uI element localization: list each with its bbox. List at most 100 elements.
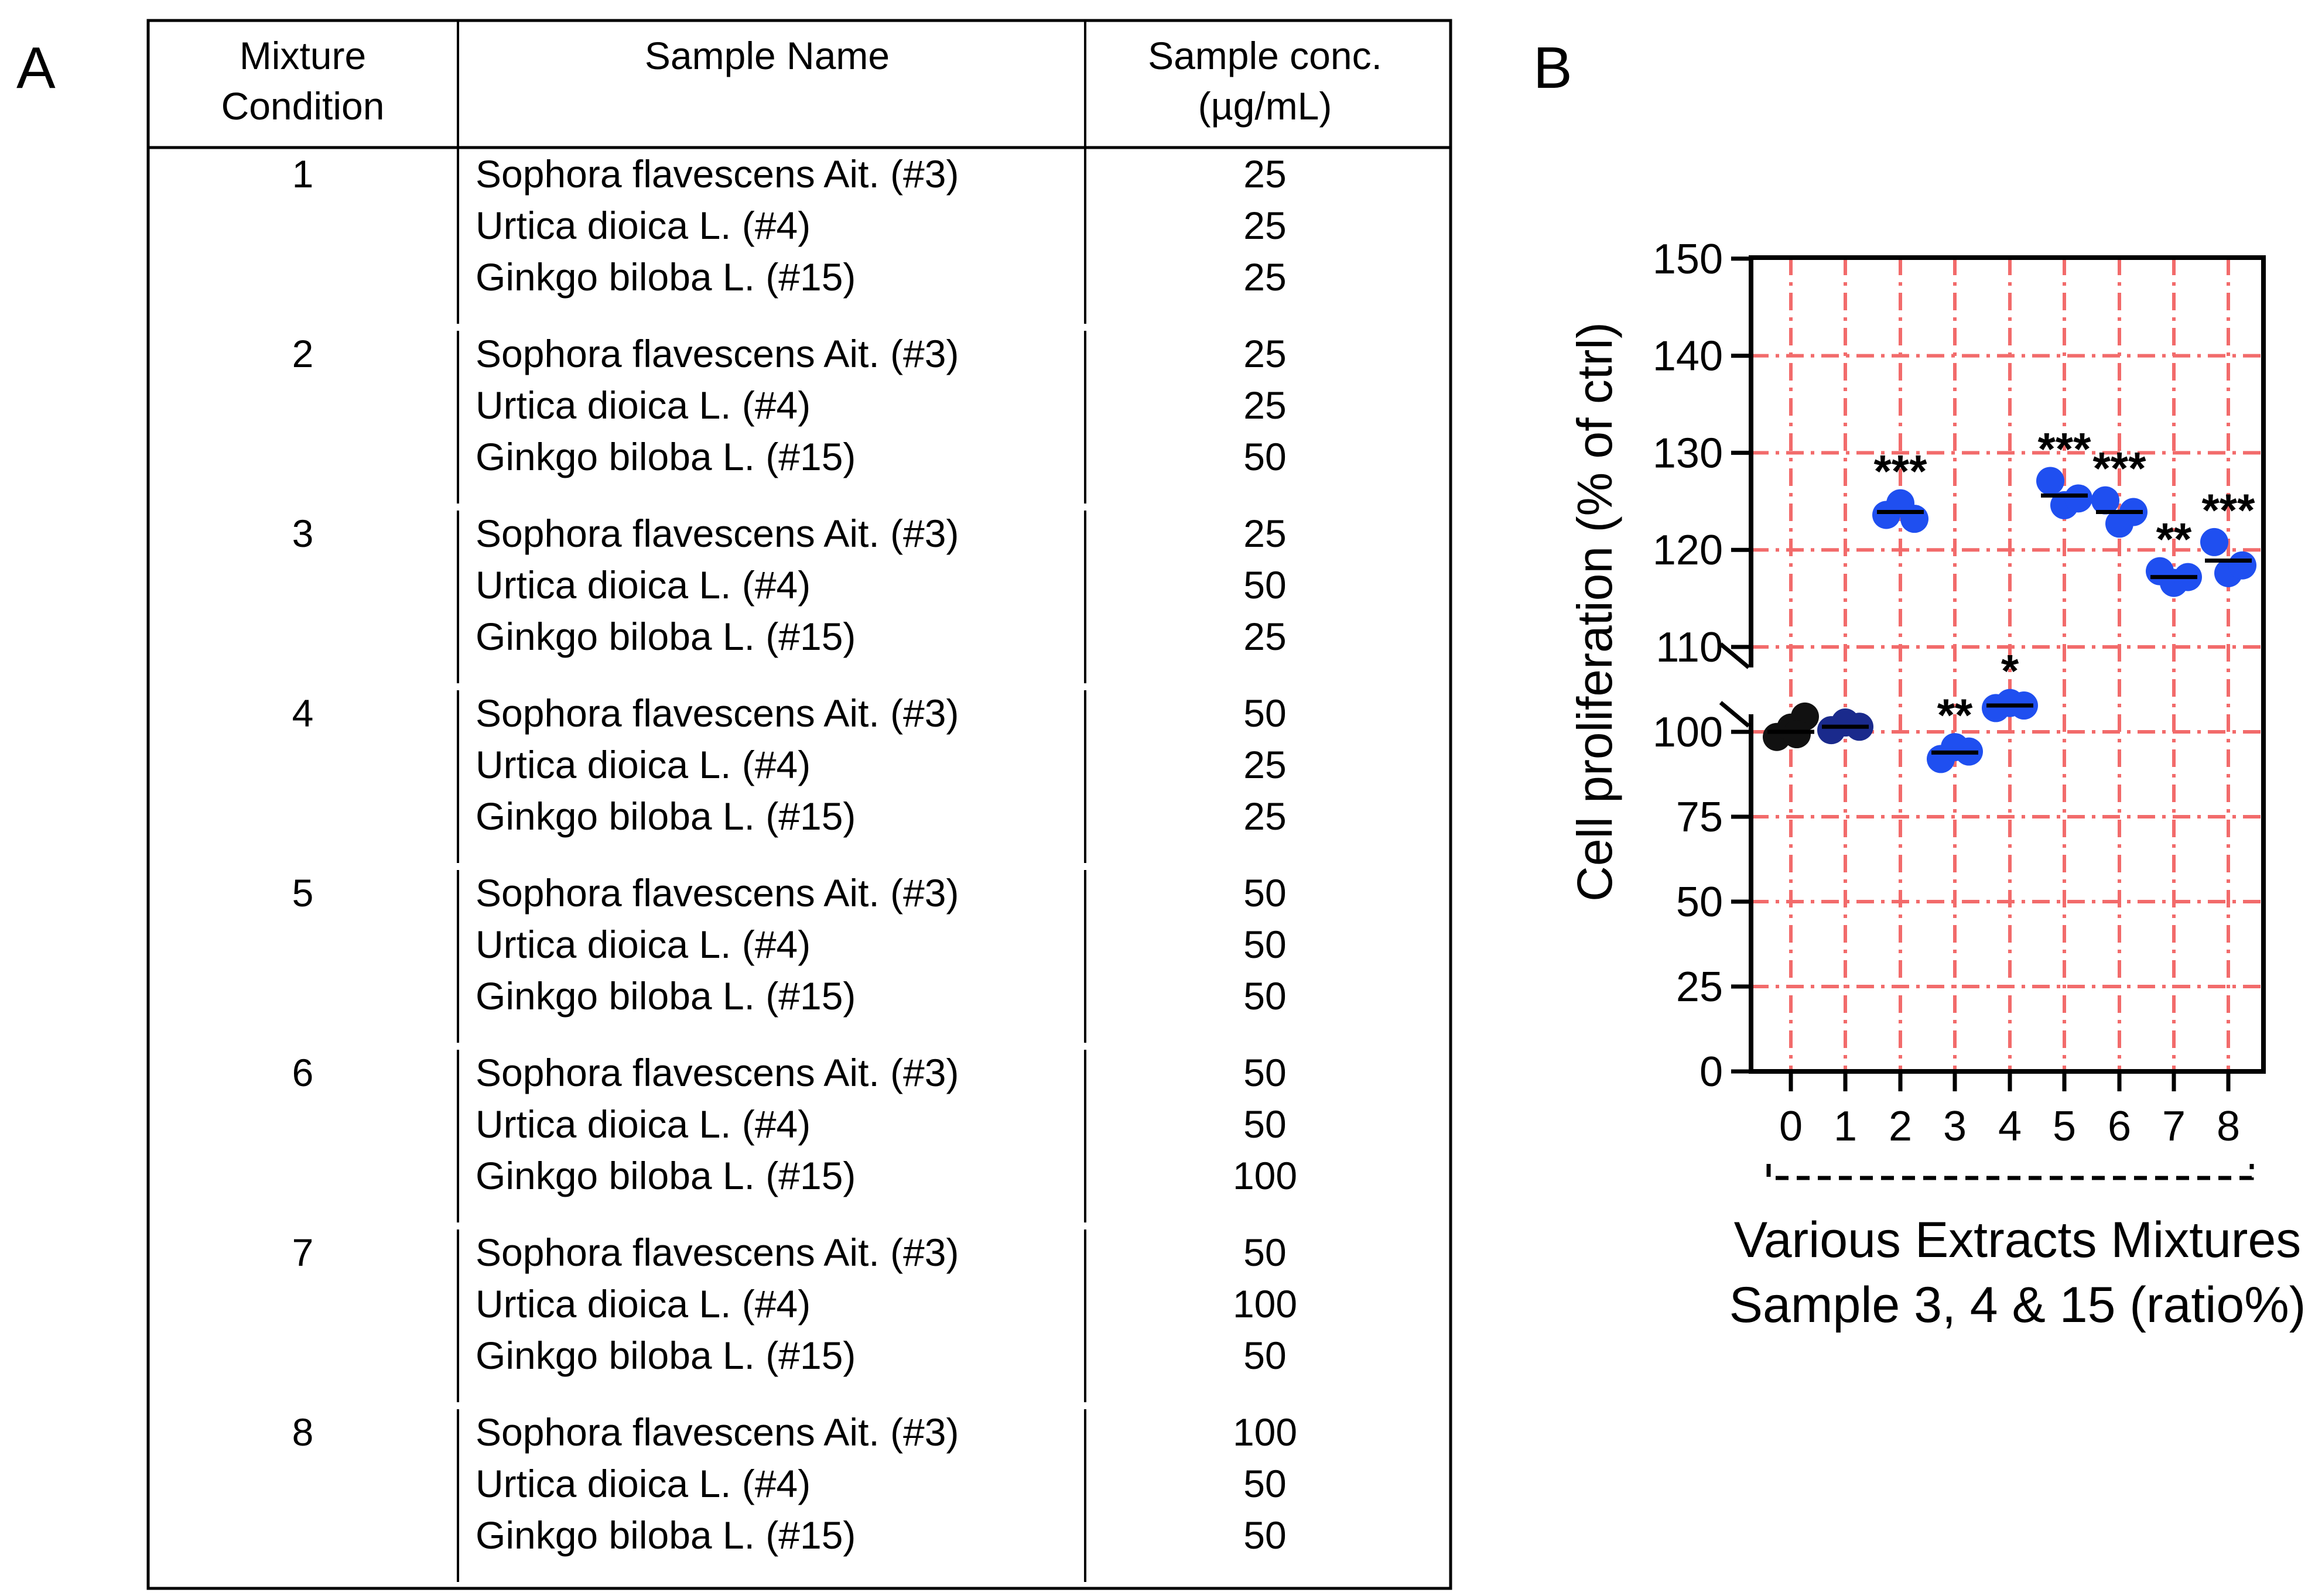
x-group-bracket xyxy=(1766,1164,2254,1180)
condition-number: 4 xyxy=(292,691,314,735)
significance-mark: *** xyxy=(1873,446,1927,497)
data-point xyxy=(2036,467,2064,495)
significance-mark: * xyxy=(2001,645,2019,697)
sample-name: Ginkgo biloba L. (#15) xyxy=(476,255,856,299)
x-tick-label: 4 xyxy=(1998,1103,2022,1150)
sample-name: Urtica dioica L. (#4) xyxy=(476,563,811,607)
sample-conc: 50 xyxy=(1243,1102,1286,1146)
header-conc-line-1: Sample conc. xyxy=(1148,34,1382,77)
x-tick-label: 2 xyxy=(1889,1103,1912,1150)
x-tick-label: 6 xyxy=(2108,1103,2131,1150)
significance-mark: *** xyxy=(2201,484,2255,536)
sample-name: Ginkgo biloba L. (#15) xyxy=(476,615,856,658)
sample-name: Sophora flavescens Ait. (#3) xyxy=(476,152,959,196)
sample-name: Ginkgo biloba L. (#15) xyxy=(476,1334,856,1377)
data-point xyxy=(1900,505,1928,533)
x-tick-label: 8 xyxy=(2217,1103,2240,1150)
plot-border xyxy=(1749,255,2266,1074)
sample-name: Urtica dioica L. (#4) xyxy=(476,923,811,966)
table-border xyxy=(146,19,1452,1590)
sample-name: Urtica dioica L. (#4) xyxy=(476,1282,811,1326)
header-conc-line-2: (µg/mL) xyxy=(1198,84,1332,128)
x-tick-label: 1 xyxy=(1834,1103,1857,1150)
significance-mark: ** xyxy=(1937,689,1973,741)
sample-name: Urtica dioica L. (#4) xyxy=(476,743,811,786)
axis-break-mark xyxy=(1719,701,1750,728)
sample-conc: 50 xyxy=(1243,1513,1286,1557)
x-axis-label-line-1: Various Extracts Mixtures xyxy=(1734,1212,2302,1268)
significance-mark: *** xyxy=(2037,423,2091,474)
y-tick-label: 75 xyxy=(1676,794,1723,841)
x-axis-label-line-2: Sample 3, 4 & 15 (ratio%) xyxy=(1729,1277,2306,1333)
significance-mark: ** xyxy=(2156,513,2192,565)
y-tick-label: 25 xyxy=(1676,964,1723,1011)
header-condition-line-2: Condition xyxy=(221,84,385,128)
sample-conc: 50 xyxy=(1243,923,1286,966)
data-point xyxy=(2064,484,2092,513)
sample-name: Urtica dioica L. (#4) xyxy=(476,204,811,247)
sample-conc: 50 xyxy=(1243,563,1286,607)
sample-conc: 50 xyxy=(1243,974,1286,1018)
y-tick-label: 110 xyxy=(1656,624,1723,671)
sample-table: Mixture Condition Sample Name Sample conc. (… xyxy=(146,19,1452,1590)
y-tick-label: 130 xyxy=(1653,430,1723,477)
sample-conc: 25 xyxy=(1243,255,1286,299)
sample-conc: 25 xyxy=(1243,615,1286,658)
y-tick-label: 120 xyxy=(1653,527,1723,574)
header-name-line-1: Sample Name xyxy=(645,34,890,77)
sample-name: Sophora flavescens Ait. (#3) xyxy=(476,512,959,555)
sample-name: Ginkgo biloba L. (#15) xyxy=(476,974,856,1018)
sample-conc: 50 xyxy=(1243,871,1286,915)
sample-name: Urtica dioica L. (#4) xyxy=(476,1102,811,1146)
sample-name: Sophora flavescens Ait. (#3) xyxy=(476,1231,959,1274)
sample-name: Urtica dioica L. (#4) xyxy=(476,383,811,427)
x-tick-label: 7 xyxy=(2162,1103,2186,1150)
condition-number: 6 xyxy=(292,1051,314,1094)
sample-conc: 100 xyxy=(1233,1282,1297,1326)
y-tick-label: 150 xyxy=(1653,236,1723,283)
sample-name: Sophora flavescens Ait. (#3) xyxy=(476,332,959,375)
sample-name: Sophora flavescens Ait. (#3) xyxy=(476,691,959,735)
data-point xyxy=(2200,528,2228,556)
y-tick-label: 100 xyxy=(1653,709,1723,756)
sample-name: Ginkgo biloba L. (#15) xyxy=(476,1154,856,1197)
sample-conc: 25 xyxy=(1243,152,1286,196)
sample-name: Ginkgo biloba L. (#15) xyxy=(476,435,856,478)
axis-break-gap xyxy=(1728,667,1763,714)
sample-name: Urtica dioica L. (#4) xyxy=(476,1462,811,1505)
sample-conc: 50 xyxy=(1243,435,1286,478)
x-tick-label: 0 xyxy=(1779,1103,1803,1150)
data-point xyxy=(2091,486,2119,515)
sample-conc: 50 xyxy=(1243,1334,1286,1377)
panel-label-b: B xyxy=(1533,35,1572,101)
panel-label-a: A xyxy=(16,35,56,101)
y-axis-label: Cell proliferation (% of ctrl) xyxy=(1567,322,1622,902)
sample-name: Sophora flavescens Ait. (#3) xyxy=(476,871,959,915)
sample-conc: 100 xyxy=(1233,1154,1297,1197)
data-marks: ********* ******** xyxy=(1763,423,2256,773)
table-header: Mixture Condition Sample Name Sample conc. (… xyxy=(221,34,1382,128)
condition-number: 7 xyxy=(292,1231,314,1274)
y-tick-label: 0 xyxy=(1700,1049,1723,1095)
condition-number: 2 xyxy=(292,332,314,375)
sample-conc: 50 xyxy=(1243,1462,1286,1505)
sample-conc: 25 xyxy=(1243,204,1286,247)
significance-mark: *** xyxy=(2092,443,2146,494)
sample-conc: 25 xyxy=(1243,383,1286,427)
x-tick-label: 5 xyxy=(2053,1103,2076,1150)
y-tick-label: 140 xyxy=(1653,333,1723,380)
axis-break-mark xyxy=(1719,642,1750,669)
sample-conc: 25 xyxy=(1243,332,1286,375)
y-tick-label: 50 xyxy=(1676,879,1723,926)
header-condition-line-1: Mixture xyxy=(240,34,366,77)
sample-conc: 25 xyxy=(1243,743,1286,786)
sample-conc: 50 xyxy=(1243,691,1286,735)
x-tick-label: 3 xyxy=(1943,1103,1967,1150)
sample-conc: 25 xyxy=(1243,512,1286,555)
sample-name: Ginkgo biloba L. (#15) xyxy=(476,794,856,838)
sample-conc: 100 xyxy=(1233,1410,1297,1454)
data-point xyxy=(2228,551,2256,580)
